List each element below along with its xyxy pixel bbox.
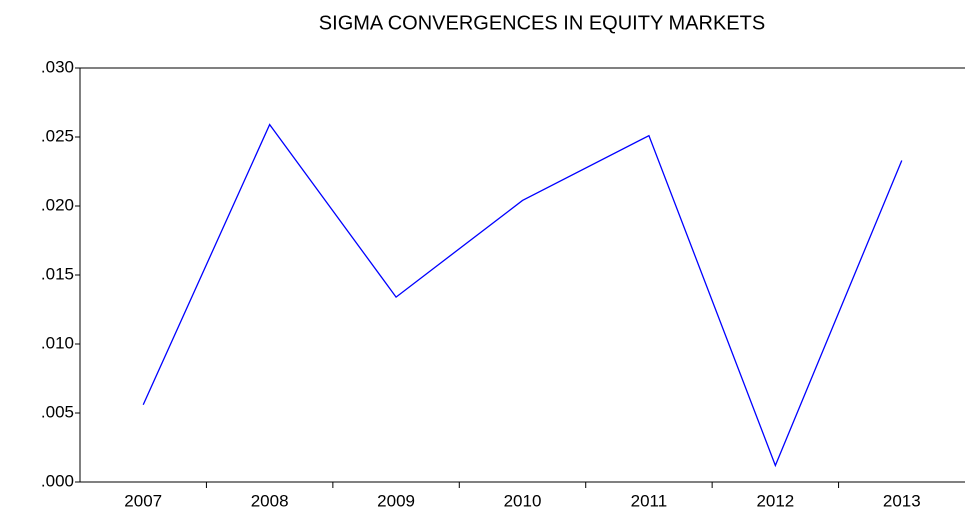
y-tick-label: .030 [41,57,74,76]
x-tick-label: 2007 [124,491,162,510]
x-tick-label: 2013 [883,491,921,510]
x-tick-label: 2012 [756,491,794,510]
x-tick-label: 2010 [504,491,542,510]
x-tick-label: 2009 [377,491,415,510]
y-tick-label: .020 [41,195,74,214]
x-tick-label: 2008 [251,491,289,510]
data-line [142,123,903,468]
y-tick-label: .005 [41,402,74,421]
y-tick-label: .015 [41,264,74,283]
y-tick-label: .000 [41,471,74,490]
x-tick-label: 2011 [631,491,668,510]
y-tick-label: .010 [41,333,74,352]
chart-title: SIGMA CONVERGENCES IN EQUITY MARKETS [319,12,765,34]
y-tick-label: .025 [41,126,74,145]
